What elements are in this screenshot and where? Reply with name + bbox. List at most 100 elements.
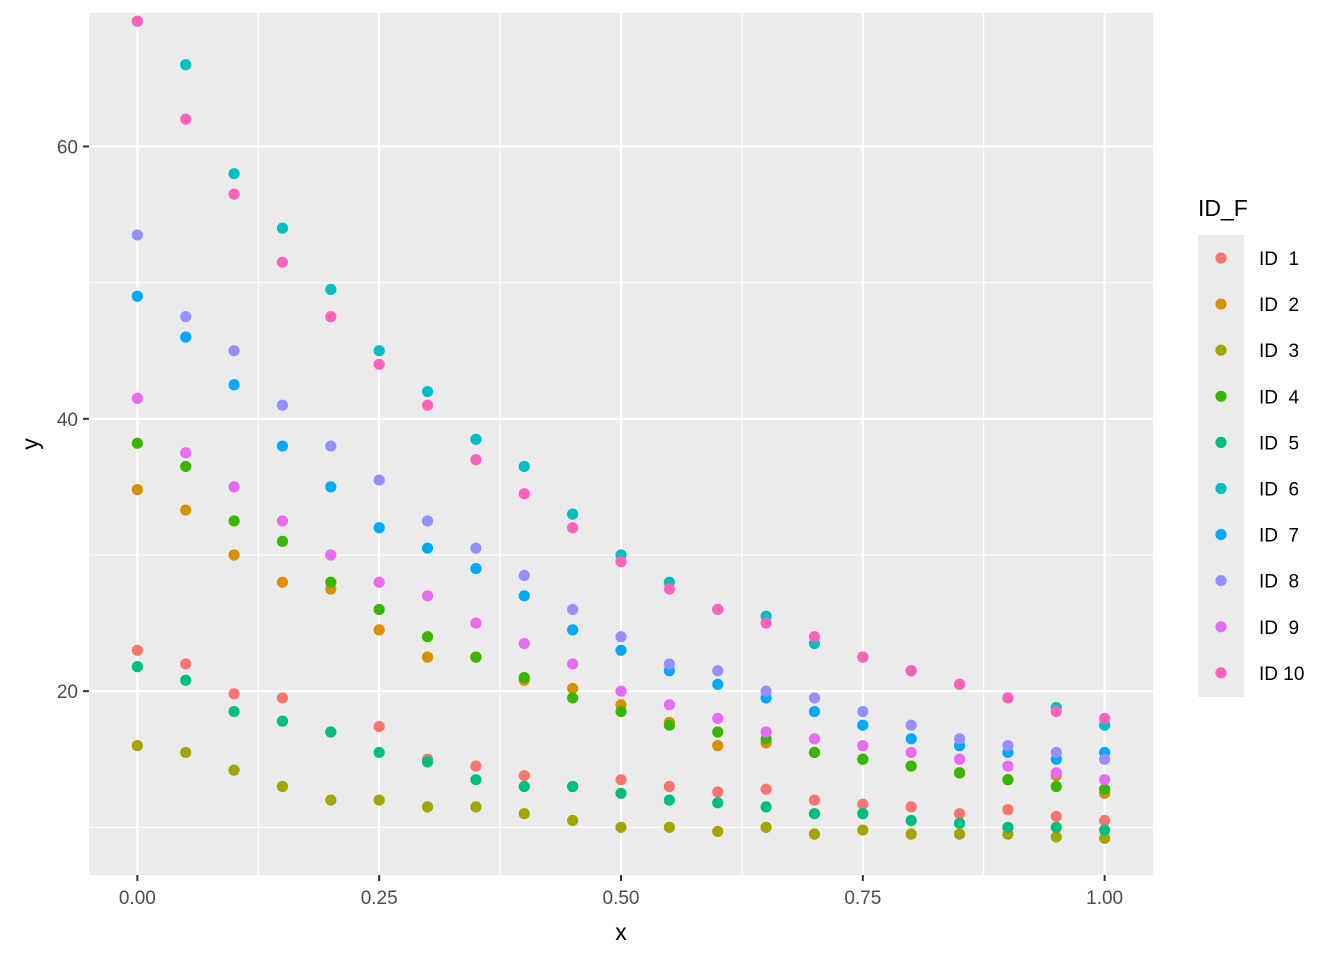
data-point	[567, 508, 579, 520]
data-point	[857, 824, 869, 836]
data-point	[421, 542, 434, 554]
data-point	[905, 665, 917, 677]
data-point	[421, 631, 434, 643]
data-point	[276, 399, 289, 411]
series-points	[131, 644, 1111, 827]
data-point	[712, 786, 724, 798]
data-point	[325, 549, 337, 561]
data-points	[131, 15, 1111, 844]
data-point	[1099, 783, 1111, 795]
data-point	[373, 720, 385, 733]
data-point	[808, 828, 821, 840]
data-point	[180, 504, 192, 516]
data-point	[953, 808, 966, 820]
x-tick-label: 0.25	[361, 888, 398, 909]
data-point	[1002, 804, 1014, 816]
data-point	[567, 814, 579, 827]
data-point	[518, 808, 530, 820]
data-point	[615, 644, 627, 656]
data-point	[470, 563, 482, 575]
data-point	[276, 780, 289, 793]
legend-label: ID 9	[1259, 618, 1299, 639]
data-point	[131, 644, 143, 656]
data-point	[373, 358, 385, 370]
data-point	[567, 522, 579, 534]
legend-key	[1215, 436, 1227, 448]
data-point	[180, 674, 192, 686]
data-point	[518, 569, 530, 582]
x-tick-label: 1.00	[1086, 888, 1123, 909]
data-point	[276, 515, 289, 527]
series-points	[131, 229, 1111, 765]
data-point	[373, 603, 385, 616]
data-point	[228, 705, 240, 718]
data-point	[276, 576, 289, 588]
data-point	[953, 733, 966, 745]
data-point	[808, 808, 821, 820]
data-point	[470, 774, 482, 786]
data-point	[857, 740, 869, 752]
data-point	[276, 715, 289, 727]
legend-label: ID 6	[1259, 480, 1299, 501]
x-axis-title: x	[615, 919, 627, 945]
data-point	[808, 705, 821, 718]
data-point	[180, 331, 192, 343]
data-point	[1050, 767, 1062, 779]
data-point	[1050, 780, 1062, 793]
data-point	[615, 631, 627, 643]
data-point	[131, 484, 143, 496]
data-point	[953, 828, 966, 840]
data-point	[276, 692, 289, 704]
data-point	[373, 474, 385, 486]
data-point	[567, 682, 579, 695]
data-point	[615, 821, 627, 833]
y-axis-title: y	[17, 438, 43, 450]
data-point	[1099, 774, 1111, 786]
data-point	[760, 617, 772, 629]
legend-label: ID 8	[1259, 572, 1299, 593]
data-point	[518, 671, 530, 684]
series-points	[131, 740, 1111, 844]
data-point	[760, 821, 772, 833]
data-point	[808, 692, 821, 704]
data-point	[567, 780, 579, 793]
data-point	[180, 746, 192, 759]
data-point	[712, 603, 724, 616]
data-point	[567, 692, 579, 704]
data-point	[1050, 746, 1062, 759]
data-point	[180, 658, 192, 670]
data-point	[276, 535, 289, 547]
x-tick-label: 0.75	[844, 888, 881, 909]
data-point	[905, 719, 917, 731]
data-point	[325, 481, 337, 493]
data-point	[470, 801, 482, 813]
data-point	[421, 651, 434, 663]
data-point	[518, 780, 530, 793]
data-point	[857, 719, 869, 731]
series-points	[131, 15, 1111, 724]
data-point	[663, 699, 675, 711]
legend-key	[1215, 390, 1227, 402]
data-point	[180, 311, 192, 323]
data-point	[663, 719, 675, 731]
data-point	[760, 726, 772, 738]
data-point	[470, 542, 482, 554]
data-point	[373, 576, 385, 588]
data-point	[228, 688, 240, 700]
data-point	[808, 794, 821, 806]
data-point	[953, 817, 966, 829]
data-point	[470, 651, 482, 663]
x-tick-label: 0.50	[603, 888, 640, 909]
data-point	[808, 631, 821, 643]
data-point	[905, 746, 917, 759]
data-point	[615, 685, 627, 697]
data-point	[905, 801, 917, 813]
data-point	[1099, 832, 1111, 844]
data-point	[712, 678, 724, 690]
data-point	[857, 753, 869, 765]
data-point	[373, 345, 385, 357]
data-point	[760, 783, 772, 795]
data-point	[180, 447, 192, 459]
data-point	[421, 385, 434, 398]
data-point	[276, 256, 289, 268]
